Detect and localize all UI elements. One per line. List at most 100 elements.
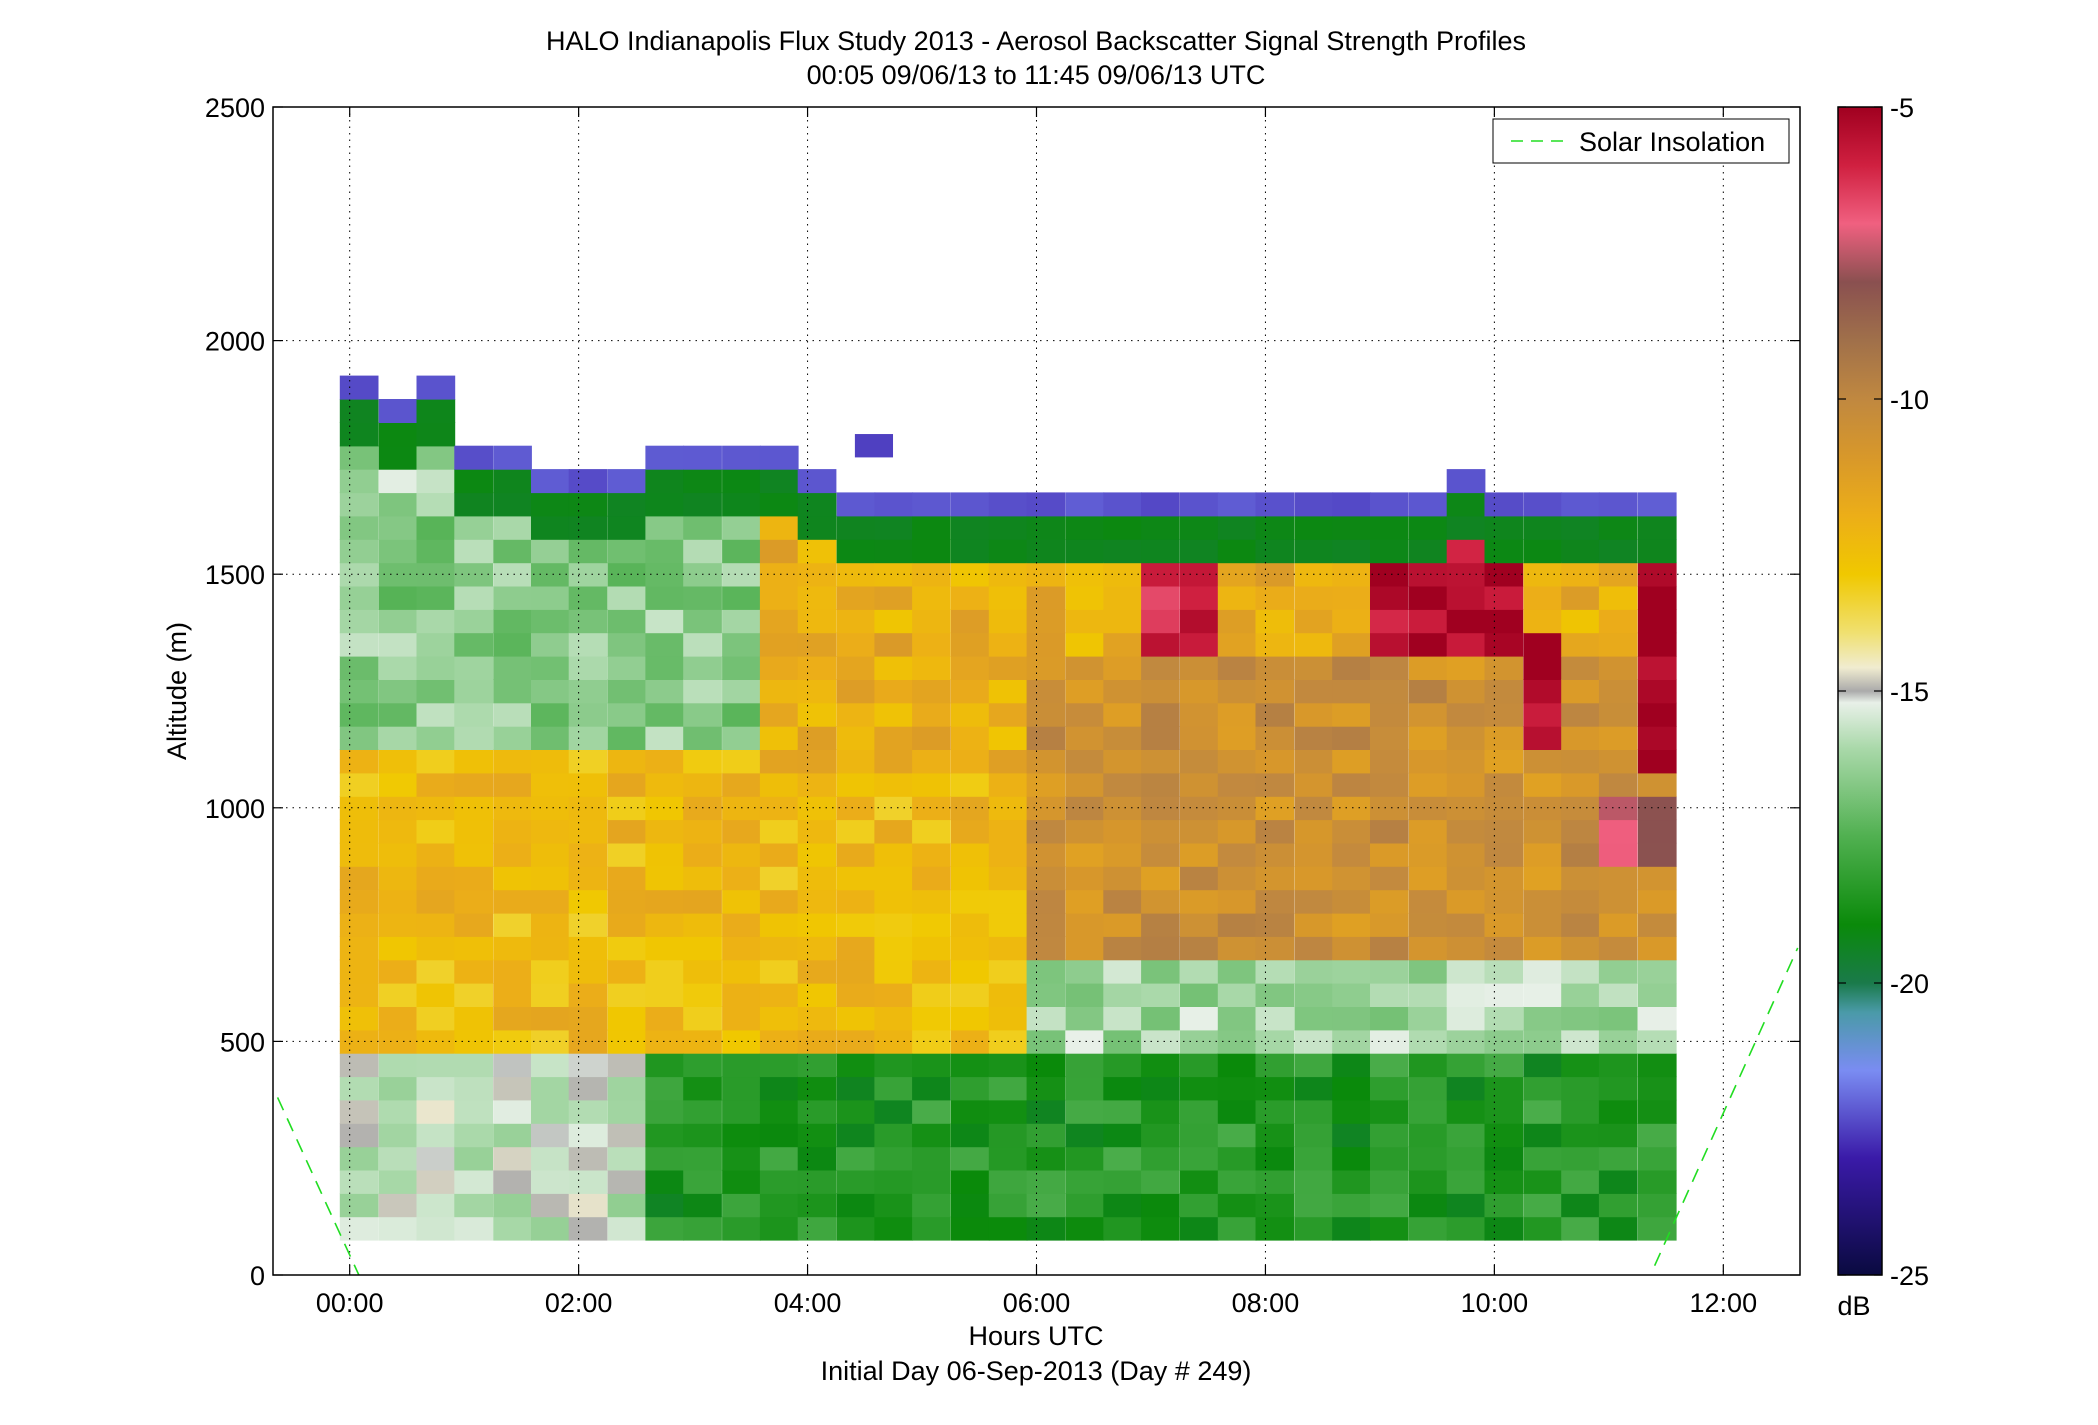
heatmap-cell [1294,912,1334,937]
heatmap-cell [378,585,418,610]
heatmap-cell [1408,1216,1448,1241]
heatmap-cell [1026,609,1066,634]
heatmap-cell [797,1123,837,1148]
heatmap-cell [1408,726,1448,750]
heatmap-cell [339,1216,379,1241]
heatmap-cell [607,912,647,937]
heatmap-cell [454,819,493,844]
heatmap-cell [951,539,990,564]
heatmap-cell [378,959,418,984]
heatmap-cell [912,679,951,704]
heatmap-cell [836,492,876,517]
heatmap-cell [1255,889,1295,914]
heatmap-cell [912,726,951,750]
heatmap-cell [531,1216,570,1241]
heatmap-cell [1332,772,1371,797]
heatmap-cell [1180,1006,1219,1031]
heatmap-cell [759,702,799,727]
heatmap-cell [1217,1216,1257,1241]
heatmap-cell [1294,1193,1334,1218]
heatmap-cell [339,632,379,657]
heatmap-cell [1141,819,1180,844]
heatmap-cell [722,469,761,494]
heatmap-cell [416,772,456,797]
heatmap-cell [1370,749,1409,774]
heatmap-cell [759,1099,799,1124]
heatmap-cell [1598,515,1638,540]
heatmap-cell [531,1076,570,1101]
heatmap-cell [1141,1193,1180,1218]
heatmap-cell [1370,515,1409,540]
x-tick-label: 10:00 [1461,1288,1529,1318]
heatmap-cell [1065,959,1105,984]
heatmap-cell [836,889,876,914]
heatmap-cell [988,515,1028,540]
heatmap-cell [1370,866,1409,891]
heatmap-cell [1370,1029,1409,1054]
heatmap-cell [1332,1029,1371,1054]
heatmap-cell [797,772,837,797]
heatmap-cell [683,1123,722,1148]
heatmap-cell [797,1076,837,1101]
heatmap-cell [988,585,1028,610]
heatmap-cell [1446,1193,1486,1218]
heatmap-cell [1561,1193,1600,1218]
heatmap-cell [836,936,876,961]
heatmap-cell [759,632,799,657]
heatmap-cell [454,842,493,867]
heatmap-cell [797,539,837,564]
heatmap-cell [1598,912,1638,937]
heatmap-cell [1446,1076,1486,1101]
heatmap-cell [1255,1123,1295,1148]
heatmap-cell [1217,585,1257,610]
heatmap-cell [1180,1099,1219,1124]
heatmap-cell [1180,1193,1219,1218]
heatmap-cell [1446,749,1486,774]
heatmap-cell [339,469,379,494]
heatmap-cell [1065,889,1105,914]
heatmap-cell [797,959,837,984]
heatmap-cell [1180,1123,1219,1148]
heatmap-cell [607,702,647,727]
heatmap-cell [874,1169,914,1194]
heatmap-cell [1370,1006,1409,1031]
heatmap-cell [568,515,608,540]
heatmap-cell [1598,562,1638,587]
heatmap-cell [1446,702,1486,727]
heatmap-cell [339,492,379,517]
heatmap-cell [454,749,493,774]
heatmap-cell [1637,1123,1677,1148]
heatmap-cell [568,1169,608,1194]
heatmap-cell [1408,772,1448,797]
heatmap-cell [1598,1216,1638,1241]
heatmap-cell [722,1006,761,1031]
heatmap-cell [1332,889,1371,914]
heatmap-cell [683,515,722,540]
heatmap-cell [988,1169,1028,1194]
heatmap-cell [683,772,722,797]
heatmap-cell [1523,889,1563,914]
heatmap-cell [1294,585,1334,610]
heatmap-cell [1026,1216,1066,1241]
heatmap-cell [836,749,876,774]
heatmap-cell [1180,1053,1219,1078]
heatmap-cell [1332,585,1371,610]
heatmap-cell [1026,749,1066,774]
heatmap-cell [531,1029,570,1054]
heatmap-cell [607,772,647,797]
heatmap-cell [1103,492,1142,517]
heatmap-cell [874,912,914,937]
heatmap-cell [493,1146,532,1171]
heatmap-cell [645,702,685,727]
heatmap-cell [951,1123,990,1148]
heatmap-cell [378,1146,418,1171]
heatmap-cell [1217,1169,1257,1194]
heatmap-cell [1255,656,1295,680]
heatmap-cell [339,749,379,774]
heatmap-cell [1103,1006,1142,1031]
heatmap-cell [1446,585,1486,610]
heatmap-cell [1065,656,1105,680]
heatmap-cell [1370,983,1409,1007]
heatmap-cell [1255,959,1295,984]
heatmap-cell [912,585,951,610]
